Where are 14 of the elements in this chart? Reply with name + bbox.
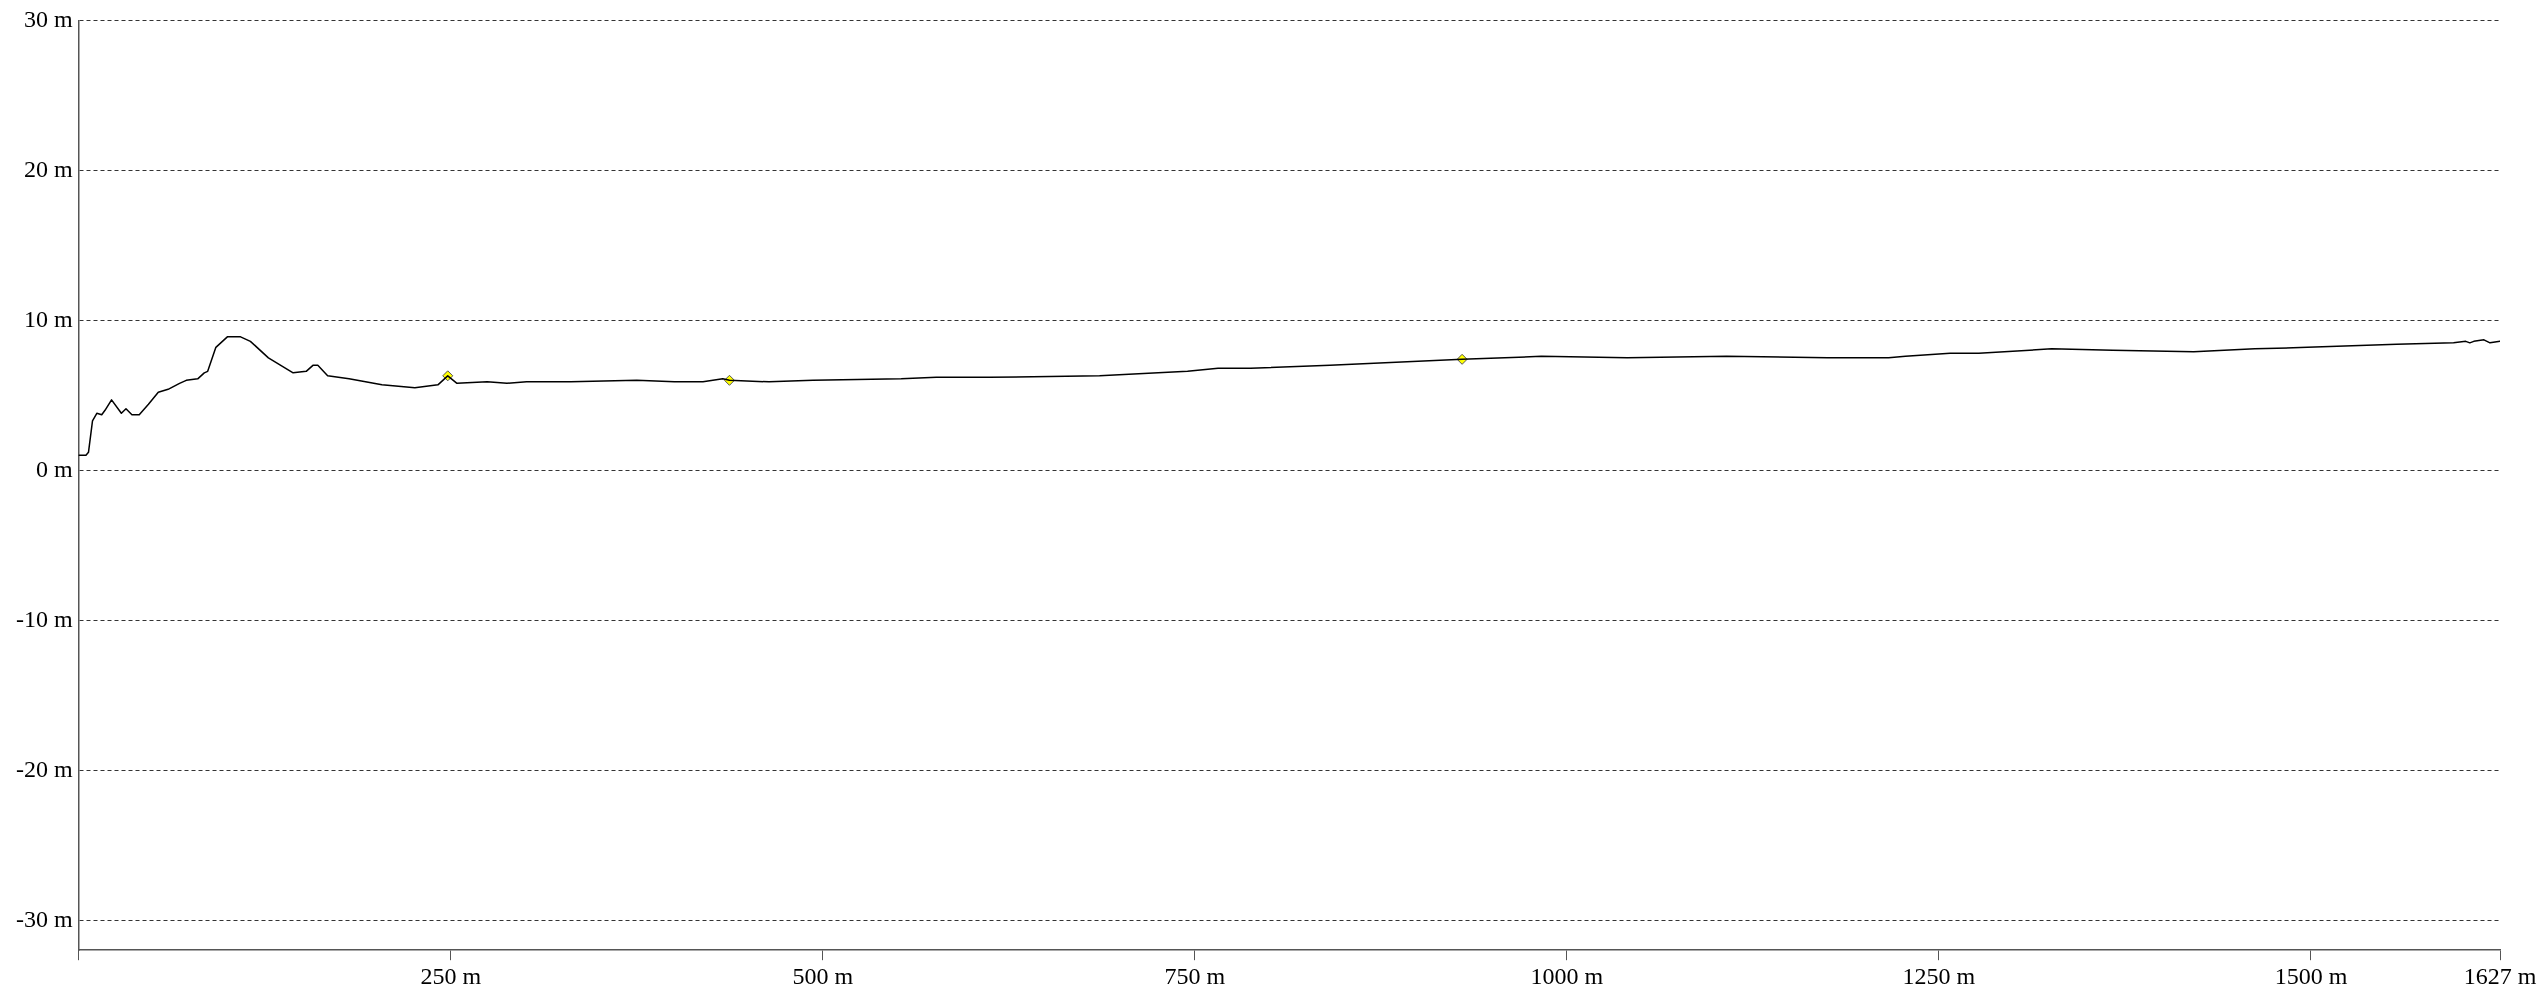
x-tick-label: 500 m: [792, 962, 854, 989]
x-tick-label: 1627 m: [2463, 962, 2537, 989]
y-tick-label: 0 m: [35, 455, 73, 482]
x-tick-label: 1500 m: [2274, 962, 2348, 989]
y-tick-label: -20 m: [15, 755, 73, 782]
x-tick-label: 750 m: [1164, 962, 1226, 989]
x-tick-label: 1250 m: [1902, 962, 1976, 989]
x-tick-label: 1000 m: [1530, 962, 1604, 989]
x-tick-label: 250 m: [420, 962, 482, 989]
y-tick-label: 30 m: [23, 5, 73, 32]
y-tick-label: -10 m: [15, 605, 73, 632]
y-tick-label: 10 m: [23, 305, 73, 332]
y-tick-label: -30 m: [15, 905, 73, 932]
y-tick-label: 20 m: [23, 155, 73, 182]
